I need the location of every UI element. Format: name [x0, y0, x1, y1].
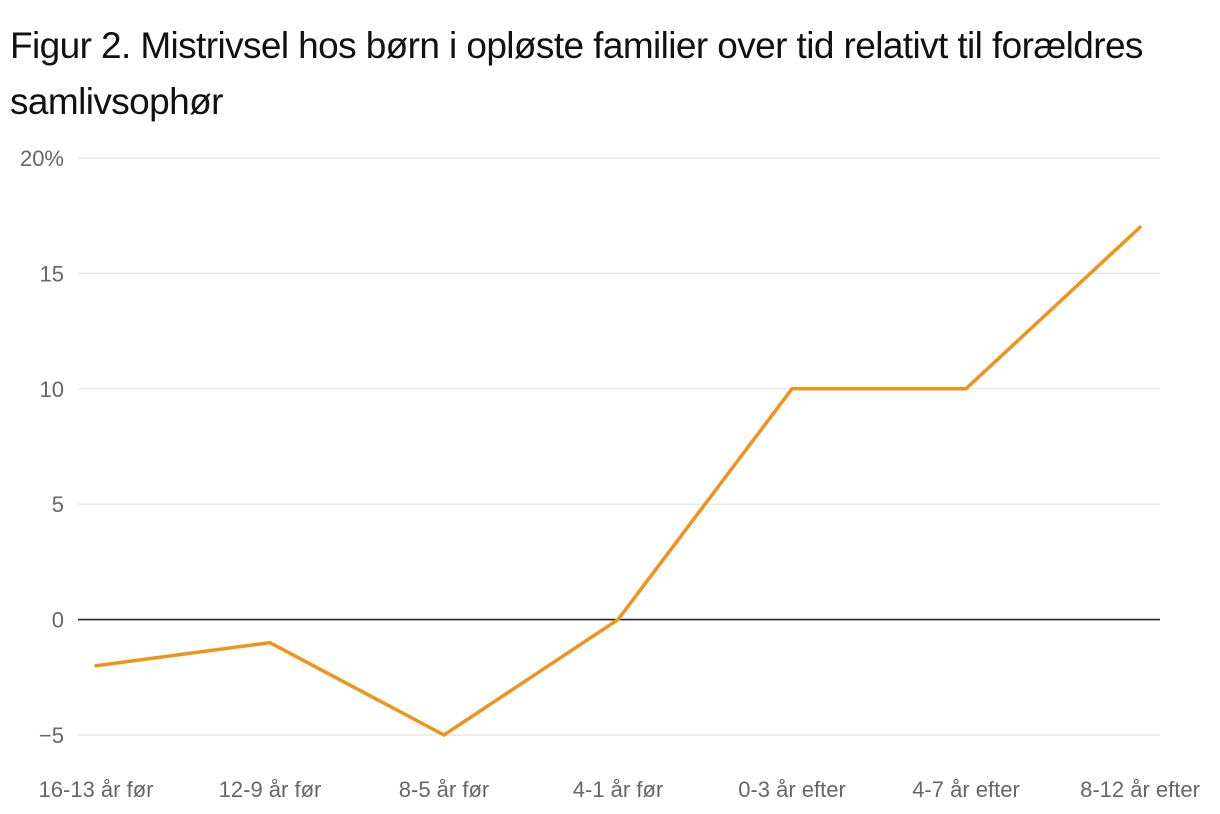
y-tick-label: 10 — [40, 377, 64, 402]
y-axis-tick-labels: −5 0 5 10 15 20% — [20, 146, 64, 748]
x-tick-label: 8-12 år efter — [1080, 777, 1200, 802]
gridlines — [78, 157, 1160, 736]
data-point — [616, 618, 620, 622]
series-line — [94, 225, 1142, 738]
y-tick-label: 15 — [40, 261, 64, 286]
x-axis-tick-labels: 16-13 år før 12-9 år før 8-5 år før 4-1 år … — [39, 777, 1200, 802]
x-tick-label: 16-13 år før — [39, 777, 154, 802]
x-tick-label: 8-5 år før — [399, 777, 489, 802]
data-point — [442, 733, 446, 737]
x-tick-label: 4-7 år efter — [912, 777, 1020, 802]
x-tick-label: 12-9 år før — [219, 777, 322, 802]
data-point — [268, 641, 272, 645]
data-point — [1138, 225, 1142, 229]
x-tick-label: 4-1 år før — [573, 777, 663, 802]
y-tick-label: 5 — [52, 492, 64, 517]
x-tick-label: 0-3 år efter — [738, 777, 846, 802]
data-point — [790, 387, 794, 391]
y-tick-label: 0 — [52, 608, 64, 633]
series-layer — [94, 225, 1142, 738]
data-point — [94, 664, 98, 668]
chart-title: Figur 2. Mistrivsel hos børn i opløste f… — [10, 25, 1143, 122]
y-tick-label: −5 — [39, 723, 64, 748]
data-point — [964, 387, 968, 391]
y-tick-label: 20% — [20, 146, 64, 171]
